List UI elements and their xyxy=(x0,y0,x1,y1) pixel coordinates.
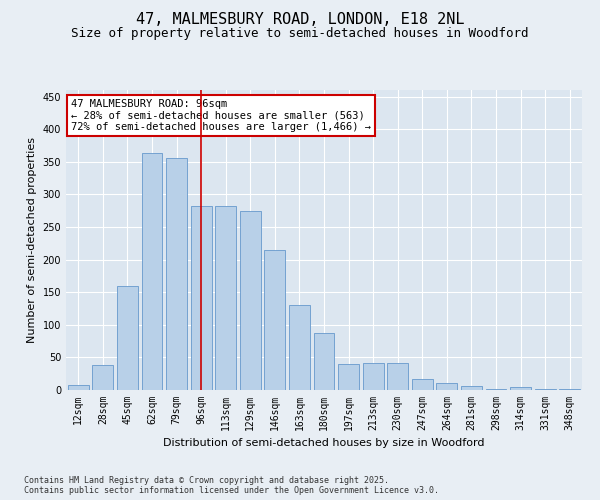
Bar xyxy=(485,388,506,390)
Bar xyxy=(117,286,138,390)
Y-axis label: Number of semi-detached properties: Number of semi-detached properties xyxy=(27,137,37,343)
Bar xyxy=(461,386,482,390)
Text: 47, MALMESBURY ROAD, LONDON, E18 2NL: 47, MALMESBURY ROAD, LONDON, E18 2NL xyxy=(136,12,464,28)
Bar xyxy=(68,386,89,390)
Bar xyxy=(338,364,359,390)
X-axis label: Distribution of semi-detached houses by size in Woodford: Distribution of semi-detached houses by … xyxy=(163,438,485,448)
Bar xyxy=(362,362,383,390)
Bar xyxy=(559,388,580,390)
Text: Size of property relative to semi-detached houses in Woodford: Size of property relative to semi-detach… xyxy=(71,28,529,40)
Text: Contains HM Land Registry data © Crown copyright and database right 2025.
Contai: Contains HM Land Registry data © Crown c… xyxy=(24,476,439,495)
Bar xyxy=(265,250,286,390)
Bar xyxy=(535,388,556,390)
Bar xyxy=(166,158,187,390)
Bar xyxy=(240,210,261,390)
Bar xyxy=(92,365,113,390)
Bar xyxy=(510,388,531,390)
Bar xyxy=(387,362,408,390)
Text: 47 MALMESBURY ROAD: 96sqm
← 28% of semi-detached houses are smaller (563)
72% of: 47 MALMESBURY ROAD: 96sqm ← 28% of semi-… xyxy=(71,99,371,132)
Bar xyxy=(289,305,310,390)
Bar xyxy=(314,334,334,390)
Bar xyxy=(142,154,163,390)
Bar xyxy=(215,206,236,390)
Bar xyxy=(191,206,212,390)
Bar xyxy=(436,383,457,390)
Bar xyxy=(412,379,433,390)
